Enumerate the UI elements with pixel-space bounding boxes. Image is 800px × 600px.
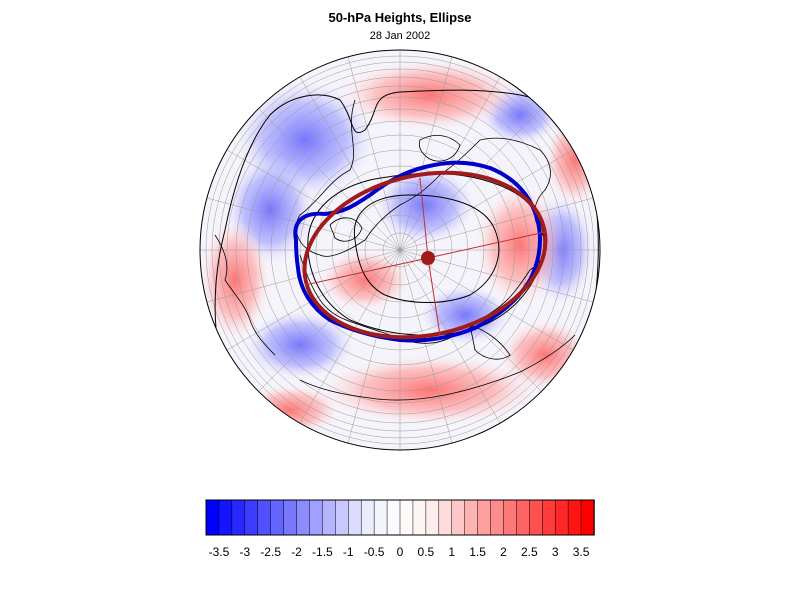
colorbar-tick-label: -1.5 <box>312 545 333 559</box>
ellipse-axes <box>304 177 546 336</box>
fitted-ellipse <box>302 170 548 340</box>
colorbar-tick-label: -3 <box>239 545 250 559</box>
colorbar-swatch <box>567 499 582 536</box>
colorbar-swatch <box>477 499 492 536</box>
figure-title: 50-hPa Heights, Ellipse <box>328 10 472 25</box>
colorbar-tick-label: -1 <box>343 545 354 559</box>
ellipse-minor-axis <box>419 177 429 259</box>
colorbar-swatch <box>386 499 401 536</box>
ellipse-minor-axis <box>427 257 441 336</box>
coastline <box>214 234 276 356</box>
colorbar-swatch <box>257 499 272 536</box>
colorbar-swatches <box>205 499 595 536</box>
colorbar-swatch <box>231 499 246 536</box>
colorbar-swatch <box>399 499 414 536</box>
ellipse-major-axis <box>304 257 429 286</box>
negative-anomaly-region <box>245 310 355 380</box>
colorbar-swatch <box>542 499 556 536</box>
coastline <box>299 334 576 401</box>
colorbar-tick-label: 0.5 <box>418 545 435 559</box>
colorbar-swatch <box>438 499 453 536</box>
colorbar-swatch <box>425 499 440 536</box>
vortex-edge-contour <box>293 160 543 343</box>
colorbar-frame <box>205 499 595 536</box>
colorbar-swatch <box>335 499 350 536</box>
meridians <box>200 50 600 450</box>
colorbar-tick-label: 0 <box>397 545 404 559</box>
colorbar-swatch <box>373 499 388 536</box>
coastline <box>418 135 461 162</box>
colorbar-swatch <box>451 499 466 536</box>
coastline <box>469 324 511 360</box>
colorbar-swatch <box>554 499 569 536</box>
colorbar-tick-label: -2.5 <box>260 545 281 559</box>
colorbar-swatch <box>218 499 233 536</box>
colorbar-swatch <box>309 499 324 536</box>
positive-anomaly-region <box>475 185 565 305</box>
colorbar-swatch <box>205 499 220 536</box>
positive-anomaly-region <box>320 250 410 310</box>
colorbar-swatch <box>464 499 479 536</box>
colorbar-tick-label: 1.5 <box>469 545 486 559</box>
colorbar-swatch <box>360 499 375 536</box>
colorbar-swatch <box>283 499 298 536</box>
colorbar-swatch <box>244 499 259 536</box>
colorbar-swatch <box>529 499 544 536</box>
colorbar-tick-label: -2 <box>291 545 302 559</box>
colorbar-tick-label: 3.5 <box>573 545 590 559</box>
globe-outline <box>199 49 601 451</box>
colorbar-swatch <box>490 499 505 536</box>
coastline <box>329 217 363 242</box>
colorbar-tick-label: 3 <box>552 545 559 559</box>
colorbar-swatch <box>270 499 285 536</box>
colorbar-swatch <box>412 499 427 536</box>
colorbar-swatch <box>296 499 311 536</box>
figure-subtitle: 28 Jan 2002 <box>369 30 431 42</box>
positive-anomaly-region <box>320 355 540 425</box>
colorbar-swatch <box>580 499 595 536</box>
colorbar-tick-label: -0.5 <box>364 545 385 559</box>
colorbar-tick-labels: -3.5 -3 -2.5 -2 -1.5 -1 -0.5 0 0.5 1 1.5 2 2.5 3 3.5 <box>209 545 590 559</box>
colorbar-swatch <box>516 499 531 536</box>
colorbar-tick-label: 1 <box>448 545 455 559</box>
height-contour <box>353 194 500 303</box>
ellipse-major-axis <box>427 231 546 259</box>
ellipse-center-marker <box>421 251 435 265</box>
colorbar-swatch <box>348 499 362 536</box>
colorbar-tick-label: 2 <box>500 545 507 559</box>
colorbar-tick-label: -3.5 <box>209 545 230 559</box>
colorbar-tick-label: 2.5 <box>521 545 538 559</box>
colorbar-swatch <box>503 499 518 536</box>
colorbar-swatch <box>322 499 337 536</box>
anomaly-field <box>200 50 600 450</box>
